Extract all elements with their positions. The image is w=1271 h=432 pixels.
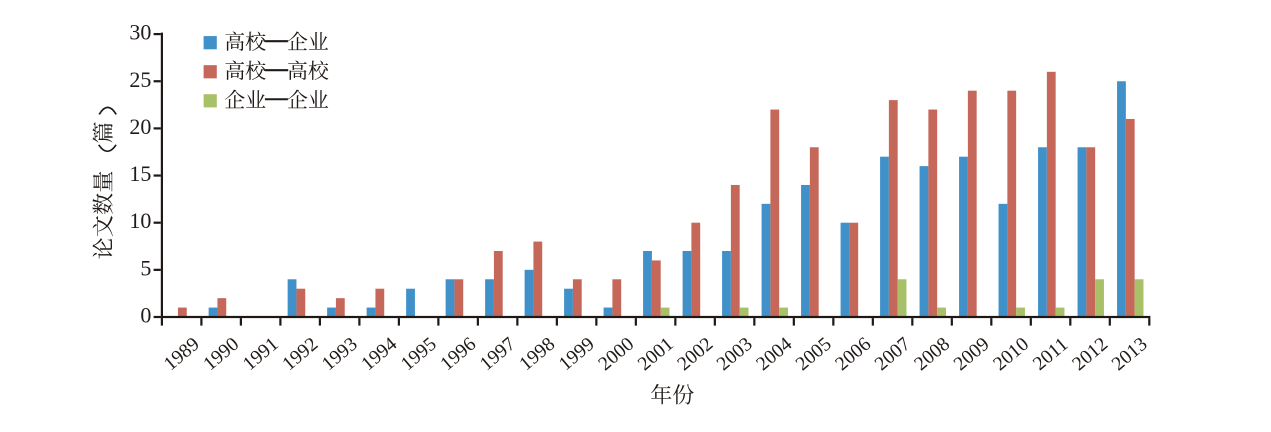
svg-text:15: 15	[129, 161, 151, 186]
svg-text:0: 0	[140, 303, 151, 328]
svg-text:5: 5	[140, 255, 151, 280]
svg-text:25: 25	[129, 67, 151, 92]
svg-text:30: 30	[129, 20, 151, 45]
svg-text:10: 10	[129, 208, 151, 233]
svg-text:20: 20	[129, 114, 151, 139]
